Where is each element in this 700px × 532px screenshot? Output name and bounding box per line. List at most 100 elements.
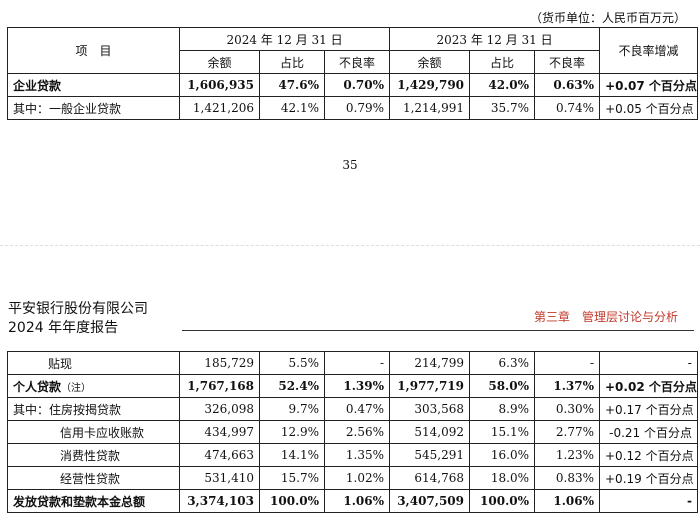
cell-balance-2024: 531,410 [179, 466, 260, 490]
cell-share-2024: 52.4% [259, 374, 325, 398]
cell-npl-change: +0.05 个百分点 [599, 96, 699, 120]
cell-balance-2023: 545,291 [389, 443, 470, 467]
row-label: 其中：住房按揭贷款 [7, 397, 180, 421]
row-label: 其中：一般企业贷款 [7, 96, 180, 120]
table-row-total: 发放贷款和垫款本金总额 3,374,103 100.0% 1.06% 3,407… [7, 489, 698, 513]
table-row: 个人贷款（注） 1,767,168 52.4% 1.39% 1,977,719 … [7, 374, 698, 398]
cell-npl-2023: 1.06% [534, 489, 600, 513]
cell-share-2023: 18.0% [469, 466, 535, 490]
row-label: 消费性贷款 [7, 443, 180, 467]
cell-balance-2024: 326,098 [179, 397, 260, 421]
cell-share-2023: 100.0% [469, 489, 535, 513]
currency-unit-note: （货币单位：人民币百万元） [529, 11, 686, 25]
cell-balance-2023: 1,429,790 [389, 73, 471, 97]
cell-balance-2023: 3,407,509 [389, 489, 470, 513]
cell-npl-2023: 1.23% [534, 443, 600, 467]
row-label: 个人贷款（注） [7, 374, 180, 398]
header-period-2024: 2024 年 12 月 31 日 [178, 27, 391, 51]
cell-balance-2024: 185,729 [179, 351, 260, 375]
table-row: 经营性贷款 531,410 15.7% 1.02% 614,768 18.0% … [7, 466, 698, 490]
header-item: 项 目 [7, 27, 180, 74]
cell-npl-change: - [599, 489, 698, 513]
header-period-2023: 2023 年 12 月 31 日 [389, 27, 601, 51]
row-label: 信用卡应收账款 [7, 420, 180, 444]
cell-npl-2023: 0.30% [534, 397, 600, 421]
header-npl-2024: 不良率 [323, 50, 391, 74]
cell-npl-change: +0.12 个百分点 [599, 443, 698, 467]
cell-share-2024: 12.9% [259, 420, 325, 444]
loan-table-top: 项 目 2024 年 12 月 31 日 2023 年 12 月 31 日 不良… [7, 27, 699, 120]
cell-npl-2023: 0.74% [534, 96, 601, 120]
header-balance-2024: 余额 [179, 50, 260, 74]
cell-balance-2023: 1,977,719 [389, 374, 470, 398]
chapter-title: 第三章 管理层讨论与分析 [533, 310, 678, 324]
cell-share-2023: 42.0% [469, 73, 536, 97]
cell-npl-2023: 0.63% [534, 73, 601, 97]
cell-balance-2024: 1,767,168 [179, 374, 260, 398]
cell-balance-2023: 214,799 [389, 351, 470, 375]
cell-balance-2024: 474,663 [179, 443, 260, 467]
cell-npl-2023: 1.37% [534, 374, 600, 398]
cell-npl-2024: 0.79% [323, 96, 391, 120]
row-label: 贴现 [7, 351, 180, 375]
header-rule [182, 330, 694, 331]
report-title: 2024 年年度报告 [8, 320, 119, 336]
cell-share-2023: 35.7% [469, 96, 536, 120]
cell-share-2023: 15.1% [469, 420, 535, 444]
table-row: 消费性贷款 474,663 14.1% 1.35% 545,291 16.0% … [7, 443, 698, 467]
cell-share-2024: 42.1% [259, 96, 325, 120]
cell-npl-2023: 2.77% [534, 420, 600, 444]
cell-npl-2024: 1.02% [324, 466, 390, 490]
row-label-note: （注） [61, 382, 92, 394]
cell-npl-2024: 1.06% [324, 489, 390, 513]
cell-balance-2023: 514,092 [389, 420, 470, 444]
cell-npl-change: +0.19 个百分点 [599, 466, 698, 490]
cell-share-2023: 8.9% [469, 397, 535, 421]
page-number: 35 [342, 158, 358, 172]
cell-npl-change: +0.07 个百分点 [599, 73, 699, 97]
table-row: 信用卡应收账款 434,997 12.9% 2.56% 514,092 15.1… [7, 420, 698, 444]
cell-balance-2024: 434,997 [179, 420, 260, 444]
header-balance-2023: 余额 [389, 50, 471, 74]
row-label: 经营性贷款 [7, 466, 180, 490]
cell-npl-2024: - [324, 351, 390, 375]
cell-npl-change: +0.17 个百分点 [599, 397, 698, 421]
table-row: 其中：一般企业贷款 1,421,206 42.1% 0.79% 1,214,99… [7, 96, 699, 120]
cell-share-2024: 9.7% [259, 397, 325, 421]
header-npl-2023: 不良率 [534, 50, 601, 74]
cell-npl-2024: 1.35% [324, 443, 390, 467]
cell-npl-change: - [599, 351, 698, 375]
row-label: 企业贷款 [7, 73, 180, 97]
table-row: 贴现 185,729 5.5% - 214,799 6.3% - - [7, 351, 698, 375]
loan-table-bottom: 贴现 185,729 5.5% - 214,799 6.3% - - 个人贷款（… [7, 351, 698, 513]
cell-share-2023: 6.3% [469, 351, 535, 375]
cell-share-2023: 58.0% [469, 374, 535, 398]
cell-npl-change: +0.02 个百分点 [599, 374, 698, 398]
cell-balance-2024: 1,606,935 [179, 73, 260, 97]
cell-share-2024: 47.6% [259, 73, 325, 97]
header-share-2024: 占比 [259, 50, 325, 74]
cell-share-2023: 16.0% [469, 443, 535, 467]
header-npl-change: 不良率增减 [599, 27, 699, 74]
row-label: 发放贷款和垫款本金总额 [7, 489, 180, 513]
cell-npl-2024: 2.56% [324, 420, 390, 444]
row-label-text: 个人贷款 [13, 379, 62, 394]
company-name: 平安银行股份有限公司 [8, 301, 148, 317]
cell-balance-2023: 303,568 [389, 397, 470, 421]
cell-share-2024: 100.0% [259, 489, 325, 513]
table-row: 企业贷款 1,606,935 47.6% 0.70% 1,429,790 42.… [7, 73, 699, 97]
cell-npl-change: -0.21 个百分点 [599, 420, 698, 444]
cell-balance-2024: 1,421,206 [179, 96, 260, 120]
table-row: 其中：住房按揭贷款 326,098 9.7% 0.47% 303,568 8.9… [7, 397, 698, 421]
cell-balance-2024: 3,374,103 [179, 489, 260, 513]
cell-share-2024: 14.1% [259, 443, 325, 467]
cell-npl-2024: 0.47% [324, 397, 390, 421]
cell-balance-2023: 614,768 [389, 466, 470, 490]
header-share-2023: 占比 [469, 50, 536, 74]
cell-npl-2024: 0.70% [323, 73, 391, 97]
page-break-divider [0, 245, 700, 247]
cell-share-2024: 5.5% [259, 351, 325, 375]
cell-share-2024: 15.7% [259, 466, 325, 490]
cell-balance-2023: 1,214,991 [389, 96, 471, 120]
cell-npl-2023: - [534, 351, 600, 375]
